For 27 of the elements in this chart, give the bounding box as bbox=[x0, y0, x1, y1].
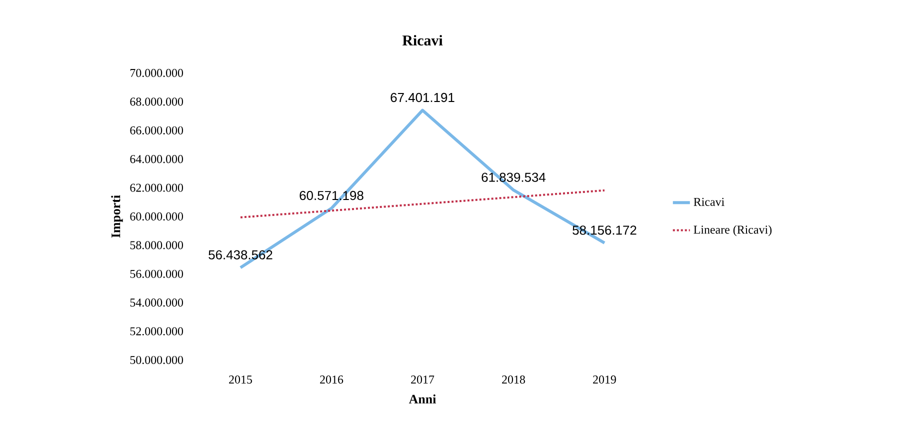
y-tick-label: 66.000.000 bbox=[130, 126, 184, 134]
y-axis-title: Importi bbox=[111, 195, 123, 238]
y-tick-label: 52.000.000 bbox=[130, 327, 184, 336]
y-tick-label: 62.000.000 bbox=[130, 184, 184, 192]
y-tick-label: 56.000.000 bbox=[130, 270, 184, 278]
y-tick-label: 70.000.000 bbox=[130, 68, 184, 78]
x-tick-label: 2017 bbox=[411, 376, 434, 384]
x-tick-label: 2016 bbox=[320, 376, 344, 384]
y-tick-label: 60.000.000 bbox=[130, 212, 184, 221]
data-label: 56.438.562 bbox=[208, 250, 272, 260]
x-tick-label: 2019 bbox=[593, 376, 616, 384]
chart-title: Ricavi bbox=[402, 34, 443, 46]
legend-label: Lineare (Ricavi) bbox=[694, 225, 772, 236]
y-tick-label: 50.000.000 bbox=[130, 356, 184, 364]
x-tick-label: 2018 bbox=[502, 376, 525, 384]
y-tick-label: 64.000.000 bbox=[130, 155, 184, 164]
data-label: 58.156.172 bbox=[572, 226, 636, 235]
data-label: 61.839.534 bbox=[482, 172, 546, 182]
y-tick-label: 54.000.000 bbox=[130, 298, 184, 307]
data-label: 67.401.191 bbox=[390, 92, 454, 102]
x-tick-label: 2015 bbox=[229, 376, 252, 384]
data-label: 60.571.198 bbox=[300, 190, 364, 200]
y-tick-label: 68.000.000 bbox=[130, 98, 184, 106]
line-series bbox=[240, 189, 606, 218]
legend-label: Ricavi bbox=[694, 198, 724, 206]
y-tick-label: 58.000.000 bbox=[130, 241, 184, 250]
x-axis-title: Anni bbox=[408, 394, 436, 404]
